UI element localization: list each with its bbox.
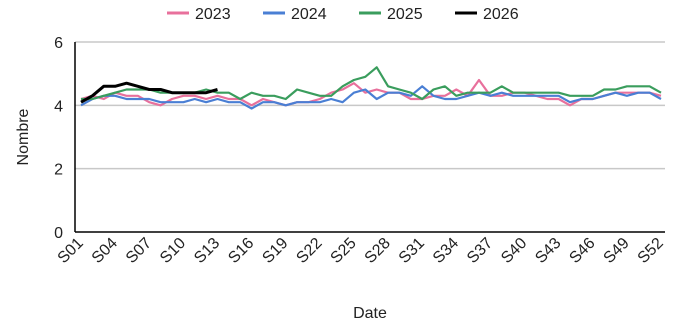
legend-label: 2025: [387, 6, 423, 23]
y-axis-title: Nombre: [15, 108, 32, 165]
x-tick-label: S22: [294, 235, 326, 267]
x-tick-label: S04: [89, 235, 121, 267]
y-tick-label: 2: [54, 162, 63, 179]
y-tick-label: 4: [54, 98, 63, 115]
x-tick-label: S46: [566, 235, 598, 267]
series-line-2024: [80, 85, 662, 110]
x-tick-label: S52: [635, 235, 667, 267]
axes: [74, 42, 665, 233]
x-tick-label: S49: [601, 235, 633, 267]
x-tick-label: S10: [157, 235, 189, 267]
x-tick-labels: S01 S04 S07 S10 S13 S16 S19 S22 S25 S28 S31 S34 S37 S…: [55, 235, 667, 267]
x-tick-label: S28: [362, 235, 394, 267]
x-tick-label: S43: [532, 235, 564, 267]
x-tick-label: S13: [191, 235, 223, 267]
x-tick-label: S25: [328, 235, 360, 267]
series-line-2023: [80, 78, 662, 107]
grid: [75, 41, 665, 170]
x-tick-label: S40: [498, 235, 530, 267]
x-axis-title: Date: [353, 305, 387, 322]
y-tick-label: 6: [54, 35, 63, 52]
x-tick-label: S07: [123, 235, 155, 267]
legend-label: 2023: [195, 6, 231, 23]
series-line-2026: [80, 81, 218, 104]
x-tick-label: S19: [259, 235, 291, 267]
x-tick-label: S37: [464, 235, 496, 267]
x-tick-label: S34: [430, 235, 462, 267]
y-tick-label: 0: [54, 225, 63, 242]
series-lines: [80, 66, 662, 110]
x-tick-label: S31: [396, 235, 428, 267]
legend: 2023 2024 2025 2026: [167, 6, 519, 23]
legend-label: 2024: [291, 6, 327, 23]
legend-label: 2026: [483, 6, 519, 23]
y-tick-labels: 0 2 4 6: [54, 35, 63, 242]
x-tick-label: S16: [225, 235, 257, 267]
